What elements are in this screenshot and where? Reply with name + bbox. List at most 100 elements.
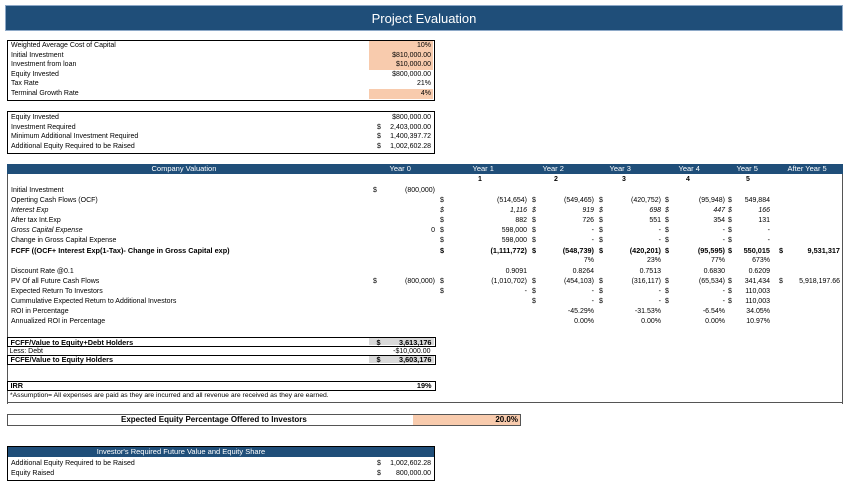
y2-value: 919 xyxy=(582,207,594,214)
row-label: PV Of all Future Cash Flows xyxy=(11,278,100,285)
row-initial-investment: Initial Investment $ (800,000) xyxy=(8,186,842,196)
y4-value: 447 xyxy=(713,207,725,214)
less-debt-row: Less: Debt -$10,000.00 xyxy=(7,347,436,356)
req-row: Minimum Additional Investment Required $… xyxy=(8,132,434,142)
req-value: $800,000.00 xyxy=(392,114,431,121)
y0-value: (800,000) xyxy=(405,187,435,194)
y2-value: 7% xyxy=(583,257,594,264)
equity-invested-value: $800,000.00 xyxy=(392,70,431,78)
col-year-0: Year 0 xyxy=(389,164,411,173)
row-label: Cummulative Expected Return to Additiona… xyxy=(11,298,177,305)
row-label: Annualized ROI in Percentage xyxy=(11,318,106,325)
row-roi: ROI in Percentage -45.29% -31.53% -6.54%… xyxy=(8,307,842,317)
investor-share-table: Investor's Required Future Value and Equ… xyxy=(7,446,435,481)
after-y5-value: 9,531,317 xyxy=(807,246,840,255)
growth-rate-input[interactable]: 4% xyxy=(369,89,433,99)
tax-rate-value: 21% xyxy=(416,80,431,88)
fcfe-value: 3,603,176 xyxy=(399,355,432,364)
col-after-year-5: After Year 5 xyxy=(787,164,827,173)
y4-value: - xyxy=(722,237,725,244)
req-value: 1,400,397.72 xyxy=(390,133,431,140)
row-interest-exp: Interest Exp $ 1,116 $ 919 $ 698 $ 447 $… xyxy=(11,207,770,214)
req-label: Equity Invested xyxy=(11,114,59,121)
y1-value: 598,000 xyxy=(501,237,527,244)
investor-row: Additional Equity Required to be Raised … xyxy=(8,459,434,469)
y4-value: 0.00% xyxy=(705,318,725,325)
equity-offered-input[interactable]: 20.0% xyxy=(413,415,520,425)
row-pv: PV Of all Future Cash Flows $ (800,000) … xyxy=(11,278,840,285)
row-label: Gross Capital Expense xyxy=(11,227,83,234)
initial-investment-input[interactable]: $810,000.00 xyxy=(369,50,433,61)
assumption-note: *Assumption= All expenses are paid as th… xyxy=(10,392,329,399)
row-label: Operting Cash Flows (OCF) xyxy=(11,197,98,204)
row-growth: 7% 23% 77% 673% xyxy=(8,256,842,266)
fcff-value-box: FCFF/Value to Equity+Debt Holders $ 3,61… xyxy=(6,337,436,365)
y3-value: 23% xyxy=(646,257,661,264)
page-title: Project Evaluation xyxy=(5,5,843,31)
y5-value: 34.05% xyxy=(746,308,770,315)
input-label: Investment from loan xyxy=(11,61,77,69)
investor-share-title: Investor's Required Future Value and Equ… xyxy=(96,447,266,456)
y3-value: 0.00% xyxy=(641,318,661,325)
req-label: Investment Required xyxy=(11,123,76,131)
y1-value: 882 xyxy=(515,217,527,224)
y3-value: - xyxy=(658,288,661,295)
period-number: 2 xyxy=(554,176,558,183)
y2-value: 726 xyxy=(582,217,594,224)
input-row-loan: Investment from loan $10,000.00 xyxy=(8,60,434,70)
y4-value: (65,534) xyxy=(698,278,725,285)
valuation-header: Company Valuation Year 0 Year 1 Year 2 Y… xyxy=(6,164,843,174)
input-row-equity: Equity Invested $800,000.00 xyxy=(8,70,434,80)
y3-value: (420,201) xyxy=(629,246,661,255)
col-year-4: Year 4 xyxy=(678,164,700,173)
wacc-input[interactable]: 10% xyxy=(369,41,433,51)
y2-value: 0.8264 xyxy=(572,268,594,275)
currency-symbol: $ xyxy=(373,187,377,194)
row-value: 1,002,602.28 xyxy=(390,460,431,467)
y5-value: 110,003 xyxy=(745,298,770,305)
col-year-2: Year 2 xyxy=(542,164,564,173)
req-row: Investment Required $ 2,403,000.00 xyxy=(8,123,434,133)
input-row-growth: Terminal Growth Rate 4% xyxy=(8,89,434,99)
period-number: 1 xyxy=(478,176,482,183)
y5-value: 550,015 xyxy=(743,246,770,255)
req-row: Equity Invested $800,000.00 xyxy=(8,113,434,123)
y1-value: (1,111,772) xyxy=(490,246,527,255)
y1-value: - xyxy=(524,288,527,295)
input-label: Weighted Average Cost of Capital xyxy=(11,42,116,49)
row-label: Expected Return To Investors xyxy=(11,288,103,295)
y3-value: (316,117) xyxy=(631,278,661,285)
row-label: Discount Rate @0.1 xyxy=(11,268,74,275)
y4-value: (95,595) xyxy=(697,246,725,255)
currency-symbol: $ xyxy=(377,460,381,467)
fcfe-value-row: FCFE/Value to Equity Holders $ 3,603,176 xyxy=(6,355,436,365)
row-label: Interest Exp xyxy=(11,207,49,214)
y4-value: 77% xyxy=(710,257,725,264)
y3-value: - xyxy=(658,298,661,305)
loan-input[interactable]: $10,000.00 xyxy=(369,60,433,70)
requirements-table: Equity Invested $800,000.00 Investment R… xyxy=(7,111,435,154)
y5-value: 673% xyxy=(752,257,770,264)
y5-value: - xyxy=(767,237,770,244)
y4-value: - xyxy=(722,227,725,234)
input-row-initial-investment: Initial Investment $810,000.00 xyxy=(8,50,434,61)
row-gross-capex: Gross Capital Expense 0 $ 598,000 $ - $ … xyxy=(11,227,770,234)
period-number: 5 xyxy=(746,176,750,183)
irr-label: IRR xyxy=(10,381,24,390)
period-number: 3 xyxy=(622,176,626,183)
row-annualized-roi: Annualized ROI in Percentage 0.00% 0.00%… xyxy=(8,317,842,327)
y1-value: 1,116 xyxy=(510,207,527,214)
y5-value: 131 xyxy=(758,217,770,224)
y5-value: 10.97% xyxy=(746,318,770,325)
row-label: Change in Gross Capital Expense xyxy=(11,237,117,244)
y1-value: (1,010,702) xyxy=(491,278,527,285)
currency-symbol: $ xyxy=(377,133,381,140)
y1-value: 598,000 xyxy=(501,227,527,234)
irr-row: IRR 19% xyxy=(6,381,436,391)
y4-value: - xyxy=(722,298,725,305)
y3-value: -31.53% xyxy=(634,308,661,315)
y3-value: 698 xyxy=(649,207,661,214)
y2-value: (548,739) xyxy=(562,246,594,255)
y4-value: - xyxy=(722,288,725,295)
row-label: After tax Int.Exp xyxy=(11,217,61,224)
